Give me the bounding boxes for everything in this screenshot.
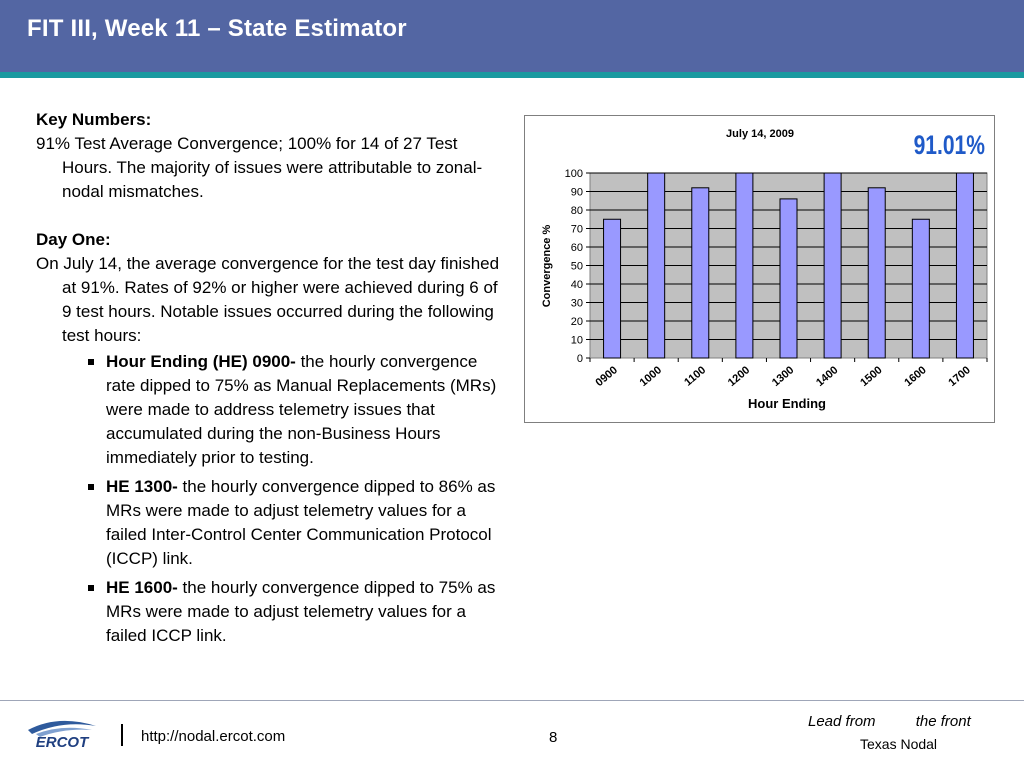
bullet-text: the hourly convergence rate dipped to 75… bbox=[106, 352, 497, 467]
logo-text: ERCOT bbox=[36, 734, 90, 750]
y-tick-label: 90 bbox=[571, 187, 583, 199]
bar bbox=[691, 187, 710, 359]
y-tick-label: 70 bbox=[571, 224, 583, 236]
y-tick-label: 100 bbox=[565, 168, 583, 180]
spacer bbox=[36, 204, 506, 228]
slide-header: FIT III, Week 11 – State Estimator bbox=[0, 0, 1024, 72]
bar bbox=[911, 218, 930, 359]
day-one-heading: Day One: bbox=[36, 230, 111, 249]
x-tick-label: 1100 bbox=[682, 364, 708, 389]
day-one-text: On July 14, the average convergence for … bbox=[36, 254, 500, 345]
key-numbers-heading: Key Numbers: bbox=[36, 110, 152, 129]
bar bbox=[779, 198, 798, 359]
list-item: HE 1300- the hourly convergence dipped t… bbox=[88, 475, 506, 571]
y-tick-label: 30 bbox=[571, 298, 583, 310]
x-tick-label: 0900 bbox=[594, 364, 620, 389]
bar bbox=[735, 172, 754, 359]
slide-title: FIT III, Week 11 – State Estimator bbox=[27, 15, 407, 42]
chart-title: July 14, 2009 bbox=[726, 128, 794, 140]
bullet-lead: HE 1600- bbox=[106, 578, 178, 597]
x-axis-label: Hour Ending bbox=[748, 396, 826, 411]
y-axis-ticks: 0 10 20 30 40 50 60 70 80 90 100 bbox=[565, 168, 590, 365]
bullet-lead: HE 1300- bbox=[106, 477, 178, 496]
bullet-lead: Hour Ending (HE) 0900- bbox=[106, 352, 296, 371]
bar bbox=[823, 172, 842, 359]
y-axis-label: Convergence % bbox=[541, 225, 553, 308]
x-tick-label: 1400 bbox=[814, 364, 840, 389]
x-tick-label: 1200 bbox=[726, 364, 752, 389]
footer-subtagline: Texas Nodal bbox=[860, 736, 938, 752]
y-tick-label: 0 bbox=[577, 353, 583, 365]
y-tick-label: 60 bbox=[571, 242, 583, 254]
bullet-text: the hourly convergence dipped to 75% as … bbox=[106, 578, 496, 645]
x-axis-ticks: 0900 1000 1100 1200 1300 1400 1500 1600 1700 bbox=[589, 358, 988, 389]
footer-tagline: Lead from the front bbox=[808, 713, 971, 730]
y-tick-label: 40 bbox=[571, 279, 583, 291]
bullet-icon bbox=[88, 359, 94, 365]
x-tick-label: 1000 bbox=[638, 364, 664, 389]
bullet-icon bbox=[88, 484, 94, 490]
x-tick-label: 1600 bbox=[902, 364, 928, 389]
x-tick-label: 1700 bbox=[946, 364, 972, 389]
x-tick-label: 1500 bbox=[858, 364, 884, 389]
issue-list: Hour Ending (HE) 0900- the hourly conver… bbox=[88, 350, 506, 648]
bar bbox=[955, 172, 974, 359]
header-rule bbox=[0, 72, 1024, 78]
key-numbers-text: 91% Test Average Convergence; 100% for 1… bbox=[36, 134, 483, 201]
tagline-part-1: Lead from bbox=[808, 713, 876, 730]
slide-body: Key Numbers: 91% Test Average Convergenc… bbox=[36, 108, 506, 653]
x-tick-label: 1300 bbox=[770, 364, 796, 389]
average-convergence-label: 91.01% bbox=[914, 131, 985, 161]
footer-rule bbox=[0, 700, 1024, 701]
list-item: HE 1600- the hourly convergence dipped t… bbox=[88, 576, 506, 648]
y-tick-label: 50 bbox=[571, 261, 583, 273]
tagline-part-2: the front bbox=[915, 713, 971, 730]
bar bbox=[867, 187, 886, 359]
ercot-logo: ERCOT bbox=[28, 720, 96, 750]
bars bbox=[603, 172, 974, 359]
y-tick-label: 10 bbox=[571, 335, 583, 347]
bullet-icon bbox=[88, 585, 94, 591]
page-number: 8 bbox=[549, 729, 558, 746]
y-tick-label: 20 bbox=[571, 316, 583, 328]
chart-canvas: July 14, 2009 91.01% 0 10 20 30 40 50 60 70 80 90… bbox=[541, 128, 988, 411]
footer-url[interactable]: http://nodal.ercot.com bbox=[141, 728, 286, 745]
bar bbox=[603, 218, 622, 359]
bullet-text: the hourly convergence dipped to 86% as … bbox=[106, 477, 496, 568]
convergence-chart: July 14, 2009 91.01% 0 10 20 30 40 50 60 70 80 90… bbox=[524, 115, 995, 423]
list-item: Hour Ending (HE) 0900- the hourly conver… bbox=[88, 350, 506, 470]
bar bbox=[647, 172, 666, 359]
y-tick-label: 80 bbox=[571, 205, 583, 217]
footer-separator bbox=[121, 724, 123, 746]
